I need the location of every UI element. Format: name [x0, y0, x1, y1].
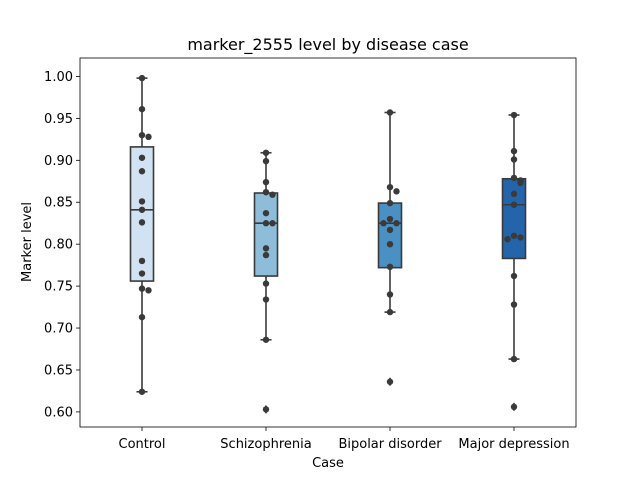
- x-axis-label: Case: [312, 456, 344, 471]
- box-iqr: [253, 192, 279, 277]
- data-point: [138, 270, 146, 277]
- data-point: [138, 285, 146, 292]
- x-axis: Control Schizophrenia Bipolar disorder Majo…: [119, 427, 570, 452]
- data-point: [262, 188, 270, 196]
- data-point: [386, 308, 394, 316]
- data-point: [269, 191, 276, 198]
- y-tick-label: 0.75: [44, 280, 73, 295]
- data-point: [138, 198, 146, 205]
- data-point: [386, 199, 394, 207]
- data-point: [262, 336, 270, 343]
- data-point: [262, 149, 270, 156]
- data-point: [386, 215, 394, 223]
- chart-title: marker_2555 level by disease case: [187, 35, 468, 55]
- data-point: [138, 131, 146, 139]
- y-tick-label: 1.00: [44, 70, 73, 85]
- data-point: [510, 174, 518, 182]
- data-point: [386, 378, 394, 385]
- y-tick-label: 0.70: [44, 322, 73, 337]
- box-iqr: [129, 146, 155, 282]
- data-point: [138, 257, 146, 265]
- data-point: [386, 291, 394, 298]
- data-point: [262, 178, 270, 186]
- data-point: [510, 190, 518, 198]
- data-point: [510, 301, 518, 308]
- data-point: [262, 157, 270, 165]
- data-point: [510, 147, 518, 155]
- y-tick-label: 0.60: [44, 405, 73, 420]
- y-tick-label: 0.85: [44, 196, 73, 211]
- data-point: [517, 234, 524, 241]
- data-point: [380, 220, 387, 227]
- x-tick-label: Bipolar disorder: [338, 437, 442, 452]
- data-point: [269, 220, 276, 227]
- data-point: [138, 168, 146, 175]
- y-tick-label: 0.90: [44, 154, 73, 169]
- data-point: [138, 154, 146, 161]
- data-point: [386, 183, 394, 191]
- plot-area: [129, 74, 527, 414]
- data-point: [138, 388, 146, 395]
- data-point: [262, 245, 270, 252]
- x-tick-label: Control: [119, 437, 166, 452]
- y-tick-label: 0.65: [44, 363, 73, 378]
- data-point: [510, 156, 518, 163]
- data-point: [138, 74, 146, 82]
- data-point: [262, 220, 270, 227]
- data-point: [510, 272, 518, 280]
- data-point: [510, 232, 518, 239]
- data-point: [262, 209, 270, 217]
- data-point: [517, 179, 524, 187]
- data-point: [510, 201, 518, 208]
- y-tick-label: 0.80: [44, 238, 73, 253]
- y-axis: 0.60 0.65 0.70 0.75 0.80 0.85 0.90 0.95 1.00: [44, 70, 80, 420]
- data-point: [393, 188, 400, 195]
- data-point: [510, 355, 518, 363]
- data-point: [262, 296, 270, 303]
- y-tick-label: 0.95: [44, 112, 73, 127]
- data-point: [145, 133, 152, 141]
- data-point: [504, 235, 511, 243]
- data-point: [138, 219, 146, 226]
- data-point: [510, 403, 518, 411]
- data-point: [262, 251, 270, 259]
- data-point: [393, 220, 400, 227]
- data-point: [386, 109, 394, 116]
- data-point: [510, 111, 518, 119]
- data-point: [262, 406, 270, 413]
- x-tick-label: Schizophrenia: [220, 437, 311, 452]
- box-group: [377, 111, 403, 387]
- data-point: [138, 206, 146, 213]
- data-point: [262, 280, 270, 287]
- box-iqr: [377, 202, 403, 269]
- data-point: [386, 240, 394, 248]
- data-point: [386, 226, 394, 234]
- x-tick-label: Major depression: [458, 437, 569, 452]
- plot-frame: [79, 57, 577, 428]
- box-group: [129, 77, 155, 393]
- data-point: [138, 105, 146, 113]
- data-point: [145, 287, 152, 294]
- data-point: [386, 263, 394, 271]
- data-point: [138, 313, 146, 321]
- y-axis-label: Marker level: [20, 202, 35, 282]
